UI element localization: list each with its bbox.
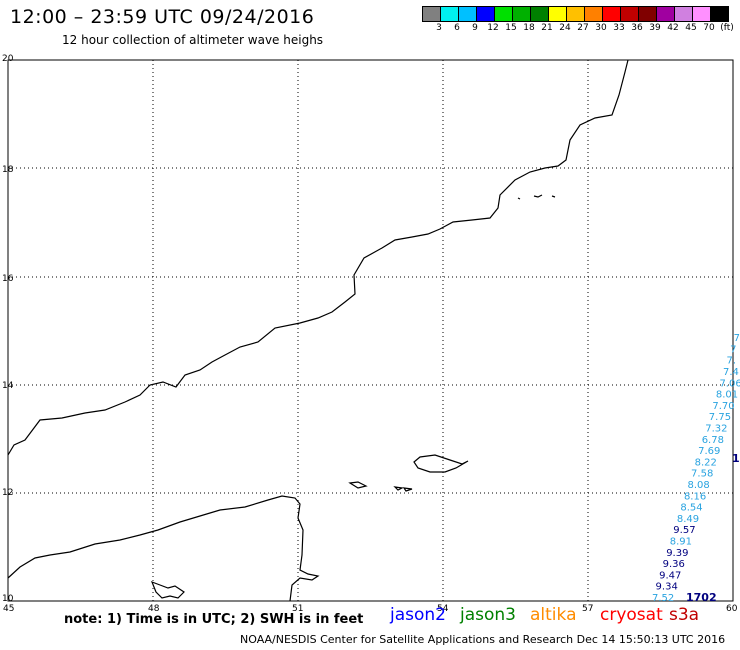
x-tick-48: 48: [148, 604, 160, 614]
track-value: 8.54: [680, 503, 702, 514]
coastlines: [7, 59, 629, 602]
legend-swatch: [710, 6, 729, 22]
footer-credit: NOAA/NESDIS Center for Satellite Applica…: [240, 633, 726, 646]
legend-swatch-label: 70: [703, 23, 715, 33]
legend-swatch-label: 27: [577, 23, 589, 33]
legend-swatch-label: 3: [436, 23, 442, 33]
satellite-label-cryosat: cryosat: [600, 605, 663, 625]
track-value: 8.01: [716, 390, 738, 401]
track-value: 7.58: [691, 469, 713, 480]
legend-swatch-label: 30: [595, 23, 607, 33]
track-value: 7.: [727, 356, 737, 367]
track-time-label: 1702: [686, 591, 717, 604]
satellite-label-jason2: jason2: [390, 605, 446, 625]
legend-swatch-label: 9: [472, 23, 478, 33]
track-value: 7.75: [709, 412, 731, 423]
track-value: 7.06: [719, 378, 740, 389]
x-tick-45: 45: [3, 604, 14, 614]
legend-swatch-label: 15: [505, 23, 517, 33]
track-value: 8.08: [688, 480, 710, 491]
map-title: 12:00 – 23:59 UTC 09/24/2016: [10, 6, 315, 28]
legend-swatch-label: 24: [559, 23, 571, 33]
track-value: 7.70: [712, 401, 734, 412]
y-tick-20: 20: [2, 54, 14, 64]
legend-swatch-label: 21: [541, 23, 553, 33]
y-tick-10: 10: [2, 594, 14, 604]
track-value: 7.32: [705, 424, 727, 435]
legend-swatch-label: 42: [667, 23, 679, 33]
track-value: 7.52: [652, 593, 674, 604]
satellite-label-s3a: s3a: [669, 605, 700, 625]
plot-frame: [7, 59, 734, 602]
legend-swatch-label: 6: [454, 23, 460, 33]
track-value: 7.4: [723, 367, 739, 378]
track-value: 8.49: [677, 514, 699, 525]
legend-swatch-label: 36: [631, 23, 643, 33]
legend-swatch-label: 18: [523, 23, 535, 33]
axis-labels: 45 48 51 54 57 60 10 12 14 16 18 20: [2, 54, 738, 614]
x-tick-60: 60: [726, 604, 738, 614]
x-tick-51: 51: [292, 604, 303, 614]
track-value: 7.69: [698, 446, 720, 457]
track-value: 9.57: [673, 525, 695, 536]
track-value: 9.34: [656, 582, 678, 593]
y-tick-16: 16: [2, 274, 14, 284]
y-tick-18: 18: [2, 165, 14, 175]
track-edge-label: 1: [732, 452, 740, 465]
x-tick-54: 54: [437, 604, 449, 614]
track-value: 7: [730, 344, 736, 355]
track-value: 9.47: [659, 570, 681, 581]
track-value: 7: [734, 333, 740, 344]
legend-swatch-label: 39: [649, 23, 661, 33]
track-value: 8.91: [670, 537, 692, 548]
legend-swatch-label: 12: [487, 23, 499, 33]
track-value: 8.16: [684, 491, 706, 502]
legend-swatch-label: (ft): [720, 23, 734, 33]
x-tick-57: 57: [582, 604, 593, 614]
satellite-label-jason3: jason3: [460, 605, 516, 625]
color-legend: [422, 6, 729, 22]
units-note: note: 1) Time is in UTC; 2) SWH is in fe…: [64, 612, 364, 627]
map-subtitle: 12 hour collection of altimeter wave hei…: [62, 33, 324, 47]
satellite-label-altika: altika: [530, 605, 577, 625]
y-tick-14: 14: [2, 381, 14, 391]
legend-swatch-label: 33: [613, 23, 625, 33]
track-value: 8.22: [695, 457, 717, 468]
satellite-track: 7.529.349.479.369.398.919.578.498.548.16…: [652, 333, 740, 604]
y-tick-12: 12: [2, 488, 13, 498]
track-value: 9.36: [663, 559, 685, 570]
track-value: 9.39: [666, 548, 688, 559]
legend-swatch-label: 45: [685, 23, 697, 33]
grid-lines: [8, 60, 733, 601]
track-value: 6.78: [702, 435, 724, 446]
